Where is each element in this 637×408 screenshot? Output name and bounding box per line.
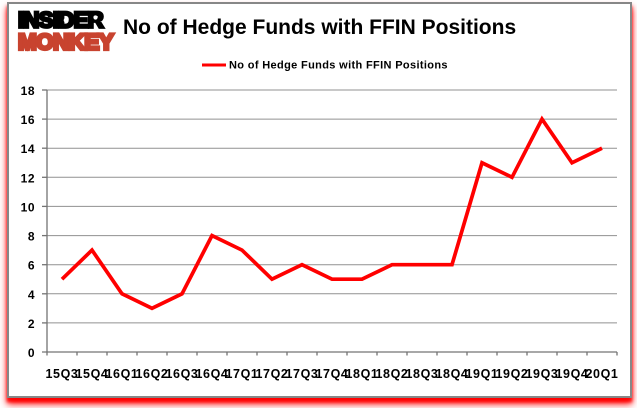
svg-text:No of Hedge Funds with FFIN Po: No of Hedge Funds with FFIN Positions: [123, 16, 516, 39]
svg-text:14: 14: [21, 142, 35, 156]
svg-text:18Q2: 18Q2: [376, 367, 409, 381]
svg-text:17Q2: 17Q2: [256, 367, 289, 381]
svg-text:No of Hedge Funds with FFIN Po: No of Hedge Funds with FFIN Positions: [229, 60, 448, 72]
svg-text:16Q3: 16Q3: [166, 367, 199, 381]
svg-text:2: 2: [28, 317, 35, 331]
svg-text:20Q1: 20Q1: [586, 367, 619, 381]
svg-text:18Q1: 18Q1: [346, 367, 379, 381]
svg-text:6: 6: [28, 259, 35, 273]
svg-text:19Q1: 19Q1: [466, 367, 499, 381]
svg-text:10: 10: [21, 200, 35, 214]
svg-text:MONKEY: MONKEY: [18, 30, 114, 55]
svg-text:0: 0: [28, 346, 35, 360]
svg-text:17Q3: 17Q3: [286, 367, 319, 381]
svg-text:19Q4: 19Q4: [556, 367, 589, 381]
svg-text:16Q4: 16Q4: [196, 367, 229, 381]
svg-text:18Q3: 18Q3: [406, 367, 439, 381]
svg-text:19Q3: 19Q3: [526, 367, 559, 381]
svg-text:15Q3: 15Q3: [46, 367, 79, 381]
svg-text:4: 4: [28, 288, 35, 302]
svg-text:16Q1: 16Q1: [106, 367, 139, 381]
svg-text:12: 12: [21, 171, 35, 185]
svg-text:19Q2: 19Q2: [496, 367, 529, 381]
svg-text:17Q1: 17Q1: [226, 367, 259, 381]
svg-text:8: 8: [28, 230, 35, 244]
svg-text:16: 16: [21, 113, 35, 127]
svg-text:15Q4: 15Q4: [76, 367, 109, 381]
svg-text:17Q4: 17Q4: [316, 367, 349, 381]
svg-text:18Q4: 18Q4: [436, 367, 469, 381]
svg-text:16Q2: 16Q2: [136, 367, 169, 381]
svg-text:18: 18: [21, 84, 35, 98]
svg-text:INSIDER: INSIDER: [18, 8, 104, 33]
